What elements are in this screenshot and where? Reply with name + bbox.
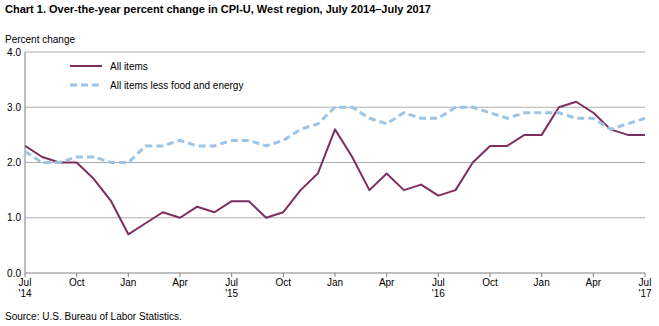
x-tick-label-line: Oct bbox=[276, 277, 292, 288]
x-tick-label-line: Jan bbox=[534, 277, 550, 288]
x-tick-label-line: Apr bbox=[379, 277, 395, 288]
x-tick-label-line: '17 bbox=[638, 288, 651, 299]
x-tick-label: Oct bbox=[482, 277, 498, 288]
y-label: Percent change bbox=[5, 34, 75, 45]
x-tick-label: Apr bbox=[586, 277, 602, 288]
legend-swatch bbox=[70, 65, 102, 67]
x-tick-label: Oct bbox=[276, 277, 292, 288]
grid-line bbox=[25, 162, 645, 163]
x-tick-label: Jan bbox=[534, 277, 550, 288]
x-tick-label-line: Jul bbox=[432, 277, 445, 288]
x-tick-label: Oct bbox=[69, 277, 85, 288]
x-tick-label-line: Jul bbox=[639, 277, 652, 288]
x-tick-label-line: '14 bbox=[18, 288, 31, 299]
grid-line bbox=[25, 217, 645, 218]
x-tick-label: Jul'14 bbox=[18, 277, 31, 299]
x-tick-label: Jul'16 bbox=[432, 277, 445, 299]
x-tick-label-line: Oct bbox=[69, 277, 85, 288]
y-tick-label: 1.0 bbox=[7, 212, 21, 223]
x-tick-label-line: Jul bbox=[225, 277, 238, 288]
x-tick-label-line: Apr bbox=[586, 277, 602, 288]
legend-swatch bbox=[70, 84, 102, 87]
x-tick-label: Jul'15 bbox=[225, 277, 238, 299]
x-tick-label: Jan bbox=[327, 277, 343, 288]
x-tick-label-line: Jan bbox=[120, 277, 136, 288]
x-tick-label: Jan bbox=[120, 277, 136, 288]
y-axis bbox=[25, 52, 26, 273]
grid-line bbox=[25, 52, 645, 53]
x-tick-label: Apr bbox=[379, 277, 395, 288]
x-tick-label-line: Jan bbox=[327, 277, 343, 288]
y-tick-label: 2.0 bbox=[7, 157, 21, 168]
x-tick-label-line: '15 bbox=[225, 288, 238, 299]
chart: Chart 1. Over-the-year percent change in… bbox=[0, 0, 659, 326]
x-tick-label: Apr bbox=[172, 277, 188, 288]
plot-area bbox=[25, 102, 645, 235]
series-line bbox=[25, 107, 645, 162]
x-tick-label-line: Apr bbox=[172, 277, 188, 288]
title: Chart 1. Over-the-year percent change in… bbox=[5, 3, 431, 15]
x-tick-label: Jul'17 bbox=[638, 277, 651, 299]
source: Source: U.S. Bureau of Labor Statistics. bbox=[5, 311, 182, 322]
x-tick-label-line: Oct bbox=[482, 277, 498, 288]
x-tick-label-line: '16 bbox=[432, 288, 445, 299]
legend-label: All items bbox=[110, 61, 148, 72]
y-tick-label: 4.0 bbox=[7, 47, 21, 58]
y-tick-label: 3.0 bbox=[7, 102, 21, 113]
legend-label: All items less food and energy bbox=[110, 80, 243, 91]
x-tick-label-line: Jul bbox=[19, 277, 32, 288]
series-line bbox=[25, 102, 645, 235]
